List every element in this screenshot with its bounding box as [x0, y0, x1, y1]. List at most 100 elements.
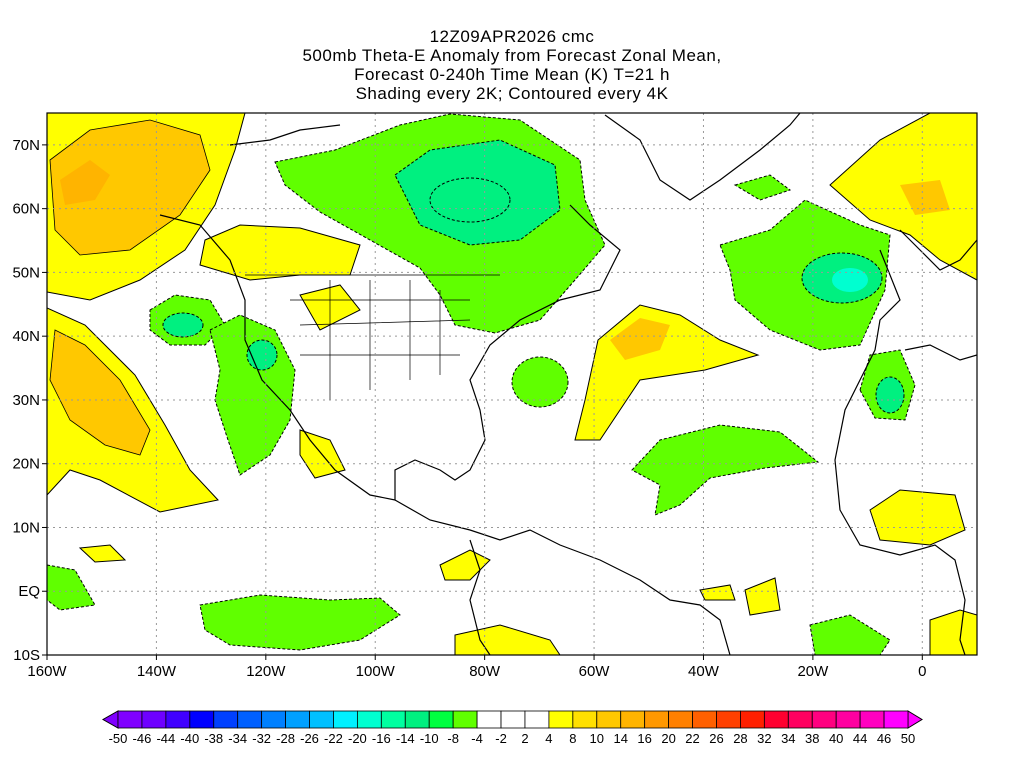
- colorbar-label: 34: [781, 731, 795, 746]
- colorbar-swatch: [380, 710, 406, 729]
- lat-label: 70N: [12, 137, 40, 154]
- colorbar-swatch: [500, 710, 526, 729]
- negative-anomaly-morocco-core: [875, 376, 905, 414]
- lon-label: 80W: [469, 663, 501, 680]
- positive-anomaly-europe-core: [900, 180, 950, 215]
- lon-label: 60W: [579, 663, 611, 680]
- lat-label: EQ: [18, 583, 40, 600]
- lat-label: 50N: [12, 264, 40, 281]
- colorbar-swatch: [835, 710, 861, 729]
- positive-anomaly-tropical-pacific: [78, 544, 127, 563]
- negative-anomaly-west-pacific: [47, 564, 96, 611]
- colorbar-swatch: [189, 710, 215, 729]
- lon-label: 0: [918, 663, 926, 680]
- title-line-2: 500mb Theta-E Anomaly from Forecast Zona…: [302, 46, 722, 65]
- state-borders: [245, 274, 500, 400]
- colorbar-label: 10: [590, 731, 604, 746]
- colorbar-label: 14: [613, 731, 627, 746]
- colorbar-swatch: [883, 710, 909, 729]
- lat-label: 40N: [12, 328, 40, 345]
- colorbar-swatch: [787, 710, 813, 729]
- colorbar-swatch: [620, 710, 646, 729]
- colorbar-swatch: [859, 710, 885, 729]
- title-line-1: 12Z09APR2026 cmc: [429, 27, 595, 46]
- colorbar-label: -2: [495, 731, 507, 746]
- colorbar-label: -44: [156, 731, 175, 746]
- colorbar-label: -10: [420, 731, 439, 746]
- colorbar-label: -26: [300, 731, 319, 746]
- negative-anomaly-pacific-core: [162, 312, 204, 338]
- negative-anomaly-south-atlantic: [809, 614, 891, 655]
- lat-label: 20N: [12, 456, 40, 473]
- positive-anomaly-south-africa: [929, 609, 977, 655]
- positive-anomaly-alaska-peak: [60, 160, 110, 205]
- colorbar-label: 28: [733, 731, 747, 746]
- lon-label: 20W: [797, 663, 829, 680]
- negative-anomaly-ne-atlantic-peak: [832, 268, 868, 292]
- colorbar-swatch: [548, 710, 574, 729]
- colorbar-swatch: [309, 710, 334, 729]
- lat-label: 10N: [12, 519, 40, 536]
- colorbar-swatch: [356, 710, 382, 729]
- colorbar-swatch: [572, 710, 598, 729]
- positive-anomaly-europe: [829, 113, 977, 281]
- lat-label: 30N: [12, 392, 40, 409]
- negative-anomaly-canada-core: [394, 139, 561, 246]
- lon-label: 160W: [27, 663, 67, 680]
- colorbar-label: 40: [829, 731, 843, 746]
- colorbar-label: 16: [637, 731, 651, 746]
- colorbar-label: 46: [877, 731, 891, 746]
- colorbar-swatch: [644, 710, 670, 729]
- title-line-3: Forecast 0-240h Time Mean (K) T=21 h: [354, 65, 670, 84]
- coastlines: [159, 113, 977, 655]
- shading-layer: [47, 113, 977, 655]
- colorbar-swatch: [476, 710, 502, 729]
- colorbar-swatch: [740, 710, 765, 729]
- colorbar: -50 -46 -44 -40 -38 -34 -32 -28 -26 -22 -20 -16 -14-…: [101, 710, 923, 746]
- colorbar-over-triangle: [907, 710, 923, 729]
- colorbar-swatch: [428, 710, 454, 729]
- colorbar-swatch: [141, 710, 167, 729]
- colorbar-label: -50: [109, 731, 128, 746]
- lat-label: 10S: [13, 647, 40, 664]
- colorbar-swatch: [716, 710, 741, 729]
- colorbar-label: -4: [471, 731, 483, 746]
- colorbar-swatch: [285, 710, 310, 729]
- colorbar-swatch: [261, 710, 286, 729]
- lon-label: 140W: [137, 663, 177, 680]
- colorbar-swatch: [213, 710, 239, 729]
- colorbar-label: -38: [204, 731, 223, 746]
- colorbar-label: -22: [324, 731, 343, 746]
- lon-label: 40W: [688, 663, 720, 680]
- positive-anomaly-west-africa: [869, 489, 966, 546]
- colorbar-swatch: [524, 710, 550, 729]
- colorbar-swatch: [596, 710, 622, 729]
- colorbar-label: -40: [180, 731, 199, 746]
- colorbar-label: -20: [348, 731, 367, 746]
- positive-anomaly-caribbean: [439, 549, 491, 581]
- negative-anomaly-tropical-atlantic: [631, 424, 820, 516]
- graticule: [47, 113, 977, 655]
- negative-anomaly-bermuda: [511, 356, 569, 408]
- colorbar-swatch: [117, 710, 143, 729]
- colorbar-label: -28: [276, 731, 295, 746]
- colorbar-label: 50: [901, 731, 915, 746]
- lat-label: 60N: [12, 201, 40, 218]
- colorbar-swatch: [763, 710, 789, 729]
- colorbar-swatch: [668, 710, 693, 729]
- title-line-4: Shading every 2K; Contoured every 4K: [355, 84, 669, 103]
- colorbar-label: 22: [685, 731, 699, 746]
- colorbar-label: 20: [661, 731, 675, 746]
- positive-anomaly-pacific-core: [49, 329, 151, 456]
- colorbar-label: -8: [447, 731, 459, 746]
- colorbar-label: -16: [372, 731, 391, 746]
- colorbar-swatch: [452, 710, 478, 729]
- colorbar-label: 32: [757, 731, 771, 746]
- lon-label: 100W: [356, 663, 396, 680]
- map-frame: [46, 112, 978, 656]
- negative-anomaly-east-pacific: [199, 594, 401, 651]
- colorbar-swatch: [237, 710, 263, 729]
- positive-anomaly-alaska-core: [49, 119, 211, 256]
- colorbar-swatch: [333, 710, 358, 729]
